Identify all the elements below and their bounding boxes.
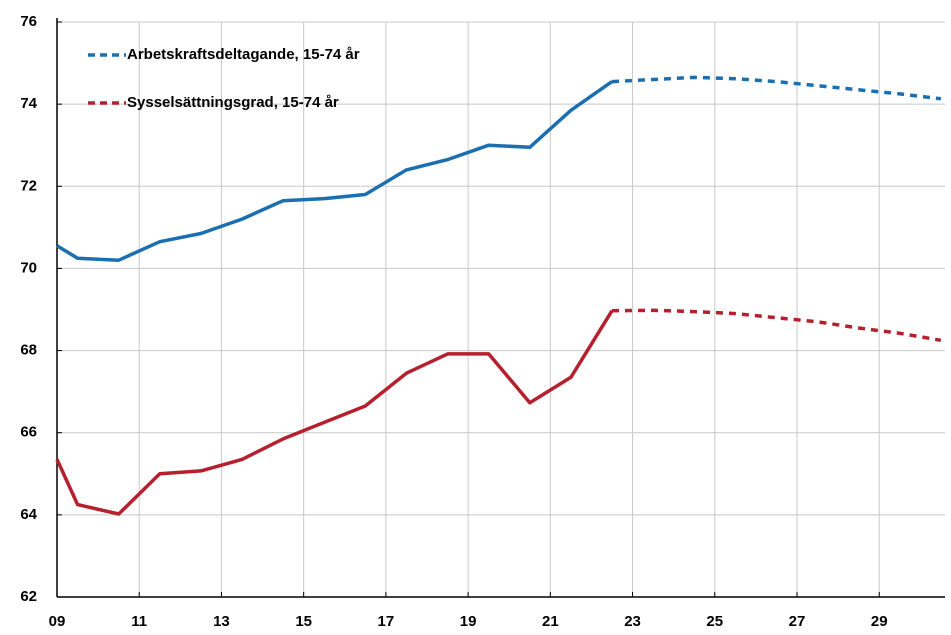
y-tick-label: 66 [20,424,37,441]
x-tick-label: 15 [295,613,312,630]
line [56,80,614,262]
legend-label: Arbetskraftsdeltagande, 15-74 år [127,46,360,63]
x-tick-label: 23 [624,613,641,630]
x-tick-label: 21 [542,613,559,630]
y-tick-label: 68 [20,342,37,359]
x-tick-label: 27 [789,613,806,630]
x-tick-label: 29 [871,613,888,630]
line-forecast [611,308,942,343]
x-tick-label: 11 [131,613,147,630]
y-tick-label: 72 [20,177,37,194]
y-tick-label: 64 [20,506,37,523]
line [55,309,614,516]
x-tick-label: 09 [49,613,66,630]
x-tick-label: 17 [378,613,395,630]
x-tick-label: 13 [213,613,230,630]
y-tick-label: 74 [20,95,37,112]
y-tick-label: 76 [20,13,37,30]
line-forecast [611,75,942,101]
y-tick-label: 62 [20,588,37,605]
x-tick-label: 25 [706,613,723,630]
y-tick-label: 70 [20,259,37,276]
x-tick-label: 19 [460,613,477,630]
legend-label: Sysselsättningsgrad, 15-74 år [127,94,339,111]
